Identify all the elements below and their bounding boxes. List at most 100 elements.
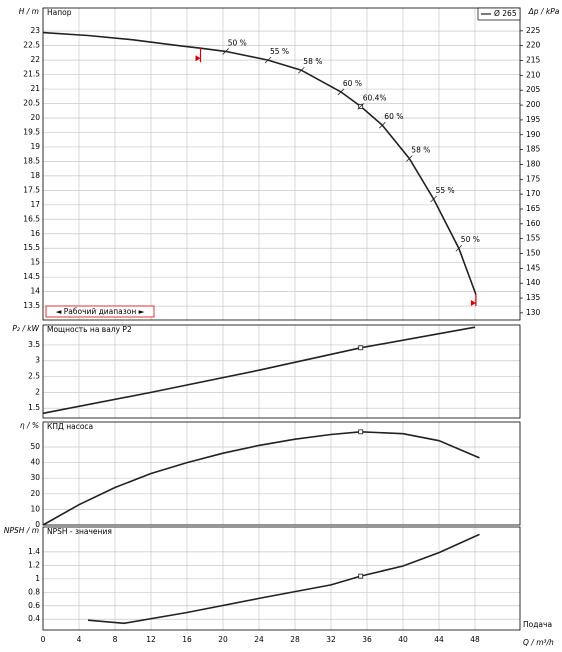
panel-title: Мощность на валу P2: [47, 325, 132, 334]
y-axis-title: η / %: [20, 421, 39, 430]
y-tick-label: 19.5: [23, 127, 40, 136]
y-tick-label: 20: [30, 113, 40, 122]
y-tick-label: 1.2: [28, 560, 40, 569]
x-tick-label: 8: [113, 635, 118, 644]
efficiency-tick: [455, 244, 463, 252]
efficiency-tick: [379, 121, 386, 129]
y-tick-label: 23: [30, 26, 40, 35]
panel-title: Напор: [47, 8, 72, 17]
x-axis-title: Q / m³/h: [523, 638, 554, 647]
panel-frame: [42, 421, 521, 526]
y2-tick-label: 210: [526, 70, 541, 79]
y-tick-label: 0.8: [28, 587, 40, 596]
duty-point: [358, 573, 364, 579]
y2-tick-label: 145: [526, 263, 541, 272]
y2-tick-label: 130: [526, 308, 541, 317]
x-tick-label: 20: [218, 635, 228, 644]
efficiency-tick: [357, 103, 364, 110]
y-tick-label: 14: [30, 287, 40, 296]
y-tick-label: 17.5: [23, 185, 40, 194]
y-tick-label: 22.5: [23, 41, 40, 50]
efficiency-label: 55 %: [270, 47, 289, 56]
range-arrow: [195, 55, 201, 62]
efficiency-label: 50 %: [461, 235, 480, 244]
y-tick-label: 3: [35, 356, 40, 365]
y2-tick-label: 200: [526, 100, 541, 109]
duty-point: [358, 429, 364, 435]
y-tick-label: 2: [35, 387, 40, 396]
efficiency-label: 60 %: [384, 112, 403, 121]
range-box: [45, 305, 155, 318]
y-tick-label: 13.5: [23, 301, 40, 310]
y-tick-label: 15: [30, 258, 40, 267]
legend-box: [477, 7, 521, 21]
y2-tick-label: 185: [526, 145, 541, 154]
y-tick-label: 0.4: [28, 614, 40, 623]
efficiency-label: 60 %: [343, 79, 362, 88]
y-tick-label: 20.5: [23, 99, 40, 108]
y2-tick-label: 175: [526, 174, 541, 183]
y-tick-label: 21.5: [23, 70, 40, 79]
curve: [42, 326, 476, 415]
x-tick-label: 24: [254, 635, 264, 644]
x-tick-label: 36: [362, 635, 372, 644]
panel-frame: [42, 526, 521, 631]
y-tick-label: 18.5: [23, 156, 40, 165]
y-tick-label: 40: [30, 458, 40, 467]
x-tick-label: 4: [77, 635, 82, 644]
y-tick-label: 1.5: [28, 403, 40, 412]
y-tick-label: 20: [30, 489, 40, 498]
panel-title: КПД насоса: [47, 422, 93, 431]
y2-tick-label: 220: [526, 41, 541, 50]
y-tick-label: 18: [30, 171, 40, 180]
x-tick-label: 12: [146, 635, 156, 644]
efficiency-tick: [298, 66, 305, 74]
y2-tick-label: 180: [526, 159, 541, 168]
legend-label: Ø 265: [494, 9, 517, 18]
y-tick-label: 2.5: [28, 372, 40, 381]
y-tick-label: 0.6: [28, 601, 40, 610]
y2-tick-label: 170: [526, 189, 541, 198]
y-tick-label: 0: [35, 520, 40, 529]
y-tick-label: 50: [30, 442, 40, 451]
x-tick-label: 32: [326, 635, 336, 644]
y2-tick-label: 190: [526, 130, 541, 139]
y-tick-label: 16: [30, 229, 40, 238]
duty-point: [358, 345, 364, 351]
y2-tick-label: 225: [526, 26, 541, 35]
efficiency-tick: [406, 155, 413, 162]
y2-tick-label: 205: [526, 85, 541, 94]
efficiency-label: 58 %: [411, 146, 430, 155]
range-label: ◄ Рабочий диапазон ►: [56, 307, 145, 316]
efficiency-tick: [337, 88, 345, 96]
curve: [87, 533, 480, 625]
panel-frame: [42, 324, 521, 419]
x-tick-label: 48: [470, 635, 480, 644]
range-arrow: [470, 300, 476, 306]
y2-tick-label: 215: [526, 56, 541, 65]
x-tick-label: 40: [398, 635, 408, 644]
y-tick-label: 22: [30, 55, 40, 64]
curve: [42, 430, 480, 526]
x-tick-label: 28: [290, 635, 300, 644]
y2-tick-label: 160: [526, 219, 541, 228]
y2-tick-label: 165: [526, 204, 541, 213]
panel-title: NPSH - значения: [47, 527, 112, 536]
y-tick-label: 10: [30, 504, 40, 513]
y-axis-title: H / m: [19, 7, 39, 16]
y-tick-label: 15.5: [23, 243, 40, 252]
efficiency-label: 55 %: [436, 186, 455, 195]
y2-tick-label: 135: [526, 293, 541, 302]
y2-tick-label: 150: [526, 249, 541, 258]
y2-tick-label: 140: [526, 278, 541, 287]
efficiency-tick: [222, 48, 229, 55]
y-tick-label: 17: [30, 200, 40, 209]
efficiency-label: 60.4%: [363, 93, 387, 102]
y2-axis-title: Δp / kPa: [528, 7, 560, 16]
panel-frame: [42, 7, 521, 321]
y-tick-label: 21: [30, 84, 40, 93]
y-tick-label: 3.5: [28, 340, 40, 349]
y-tick-label: 30: [30, 473, 40, 482]
